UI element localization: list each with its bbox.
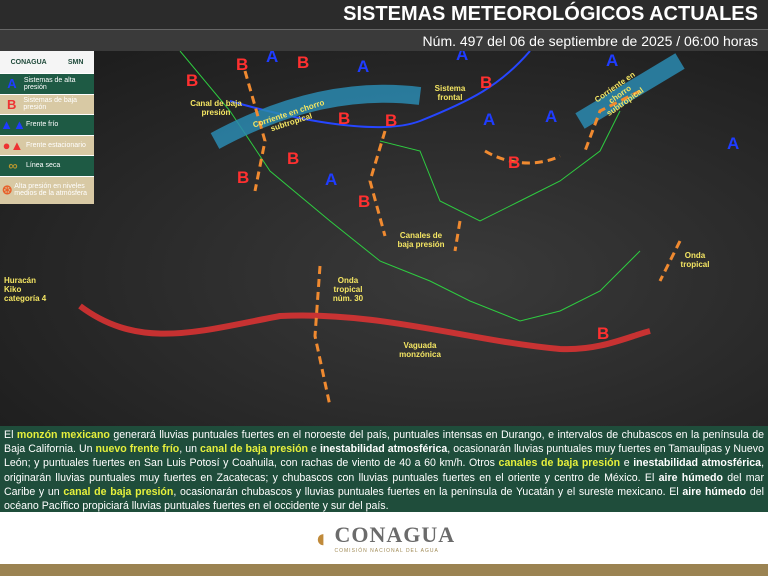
bulletin-segment: del océano Pacífico propiciará lluvias p… [4, 485, 764, 513]
high-pressure-marker: A [456, 51, 469, 64]
smn-logo: SMN [67, 58, 84, 66]
gulf-coast [379, 110, 621, 222]
highlighted-term: canal de baja presión [63, 485, 174, 498]
low-pressure-marker: B [237, 168, 250, 187]
legend-item-high: A Sistemas de alta presión [0, 73, 94, 94]
low-pressure-icon: B [6, 96, 17, 112]
trough-line [368, 130, 387, 237]
legend-label: Alta presión en niveles medios de la atm… [14, 183, 88, 197]
legend-label: Sistemas de alta presión [23, 76, 76, 91]
legend-label: Frente frío [26, 121, 59, 129]
footer: ◖ CONAGUA COMISIÓN NACIONAL DEL AGUA [0, 512, 768, 564]
bulletin-segment: El [4, 429, 17, 441]
low-pressure-marker: B [358, 192, 371, 211]
bulletin-segment: e [308, 443, 320, 456]
low-pressure-marker: B [480, 73, 493, 92]
label-monsoon-trough: Vaguada monzónica [399, 341, 441, 359]
stationary-front-icon: ●▲ [2, 137, 24, 153]
high-pressure-marker: A [357, 57, 370, 76]
high-pressure-marker: A [325, 170, 338, 189]
legend-item-low: B Sistemas de baja presión [0, 93, 94, 114]
highlighted-term: canales de baja presión [498, 457, 621, 470]
highlighted-term: nuevo frente frío [95, 443, 180, 456]
footer-strip [0, 564, 768, 576]
legend-label: Sistemas de baja presión [23, 97, 78, 112]
highlighted-term: inestabilidad atmosférica [633, 457, 762, 470]
map-overlays [78, 51, 685, 407]
jet-stream-arrow-east [575, 53, 685, 129]
label-hurricane-kiko: Huracán Kiko categoría 4 [4, 276, 47, 303]
tropical-wave-line [658, 240, 682, 282]
label-canal-baja: Canal de baja presión [190, 99, 242, 117]
conagua-logo: CONAGUA [10, 58, 47, 66]
label-canales: Canales de baja presión [397, 231, 445, 249]
highlighted-term: aire húmedo [658, 471, 723, 484]
trough-line [583, 89, 641, 152]
itcz-trough [78, 303, 651, 353]
tropical-wave-line [313, 265, 332, 407]
high-pressure-marker: A [266, 51, 279, 66]
conagua-emblem-icon: ◖ [312, 522, 329, 553]
highlighted-term: canal de baja presión [200, 443, 309, 456]
low-pressure-marker: B [297, 53, 310, 72]
low-pressure-marker: B [186, 71, 199, 90]
bulletin-segment: , originarán lluvias puntuales muy fuert… [4, 457, 765, 484]
trough-line [453, 220, 462, 252]
trough-line [484, 149, 561, 165]
low-pressure-marker: B [338, 109, 351, 128]
map-legend: CONAGUA SMN A Sistemas de alta presión B Si… [0, 51, 94, 204]
cold-front-icon: ▲▲ [0, 117, 26, 133]
page-title: SISTEMAS METEOROLÓGICOS ACTUALES [0, 0, 768, 29]
bulletin-number-date: Núm. 497 del 06 de septiembre de 2025 / … [0, 29, 768, 51]
legend-label: Frente estacionario [26, 141, 86, 149]
legend-label: Línea seca [26, 162, 61, 170]
low-pressure-marker: B [385, 111, 398, 130]
low-pressure-marker: B [508, 153, 521, 172]
high-pressure-icon: A [7, 76, 17, 92]
bulletin-segment: del mar Caribe y un [4, 471, 764, 498]
low-pressure-marker: B [597, 324, 610, 343]
jet-stream-arrow-west [210, 84, 422, 149]
high-pressure-marker: A [727, 134, 740, 153]
trough-line [243, 70, 267, 192]
bulletin-segment: e [620, 457, 634, 470]
highlighted-term: inestabilidad atmosférica [319, 443, 448, 456]
label-frontal: Sistema frontal [434, 84, 466, 102]
bulletin-segment: , ocasionarán chubascos y lluvias puntua… [173, 485, 683, 498]
dry-line-icon: ∞ [8, 158, 18, 174]
logo-name: CONAGUA [334, 522, 456, 547]
conagua-logo: CONAGUA COMISIÓN NACIONAL DEL AGUA [335, 522, 456, 554]
label-tropical-wave-east: Onda tropical [680, 251, 710, 269]
legend-item-cold-front: ▲▲ Frente frío [0, 114, 94, 135]
low-pressure-marker: B [236, 55, 249, 74]
legend-logos: CONAGUA SMN [0, 51, 94, 73]
high-pressure-marker: A [606, 51, 619, 70]
label-tropical-wave-30: Onda tropical núm. 30 [332, 276, 364, 303]
bulletin-segment: , un [179, 443, 201, 456]
low-pressure-marker: B [287, 149, 300, 168]
highlighted-term: aire húmedo [682, 485, 747, 498]
legend-item-upper-high: ⊛ Alta presión en niveles medios de la at… [0, 175, 94, 204]
upper-high-icon: ⊛ [1, 182, 13, 197]
logo-subtitle: COMISIÓN NACIONAL DEL AGUA [334, 548, 439, 554]
high-pressure-marker: A [483, 110, 496, 129]
legend-item-stationary: ●▲ Frente estacionario [0, 134, 94, 155]
high-pressure-marker: A [545, 107, 558, 126]
bulletin-text: El monzón mexicano generará lluvias punt… [0, 426, 768, 512]
bulletin-segment: , ocasionarán lluvias puntuales muy fuer… [4, 443, 764, 470]
highlighted-term: monzón mexicano [16, 429, 110, 441]
bulletin-segment: generará lluvias puntuales fuertes en el… [4, 429, 764, 456]
satellite-map: B B B B B B B B B B B A A A A A A A A Ca… [0, 51, 768, 426]
coastline [179, 51, 641, 322]
legend-item-dry-line: ∞ Línea seca [0, 155, 94, 176]
